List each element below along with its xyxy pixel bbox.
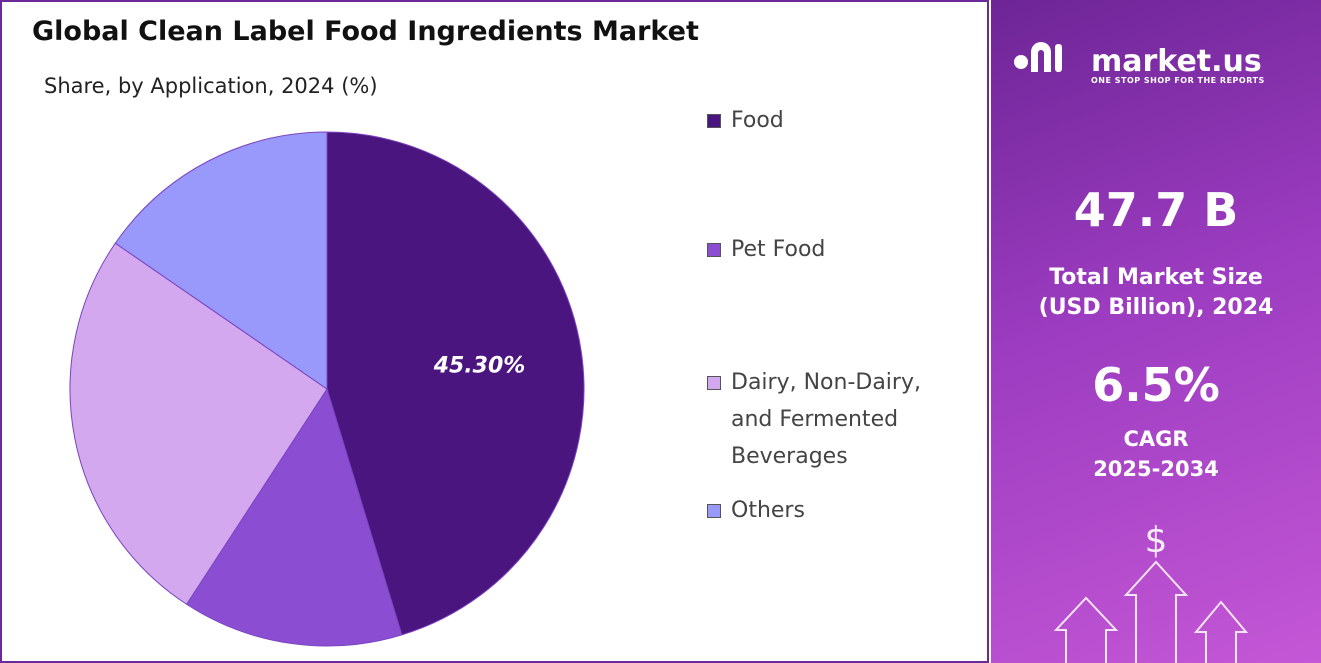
pie-slice	[185, 387, 403, 647]
legend-swatch	[707, 376, 721, 390]
market-size-label: (USD Billion), 2024	[1038, 295, 1274, 320]
legend-item: Others	[707, 492, 961, 529]
cagr-label: 2025-2034	[1093, 457, 1219, 481]
cagr: 6.5%	[1092, 358, 1220, 412]
cagr-label: CAGR	[1123, 427, 1189, 451]
legend-item: Dairy, Non-Dairy, and Fermented Beverage…	[707, 364, 961, 475]
chart-panel: Global Clean Label Food Ingredients Mark…	[0, 0, 989, 663]
decoration	[1014, 42, 1249, 663]
tagline: ONE STOP SHOP FOR THE REPORTS	[1091, 76, 1265, 85]
data-label: 45.30%	[433, 353, 526, 378]
market-size: 47.7 B	[1073, 183, 1239, 237]
arrows	[1053, 560, 1249, 663]
logo-icon	[1014, 42, 1062, 72]
legend-item: Food	[707, 102, 961, 139]
pie-slice	[326, 131, 585, 636]
legend-label: Dairy, Non-Dairy, and Fermented Beverage…	[731, 370, 921, 469]
legend-item: Pet Food	[707, 231, 961, 268]
legend-label: Food	[731, 108, 784, 133]
legend-label: Others	[731, 498, 805, 523]
pie-slice	[69, 242, 328, 605]
legend-swatch	[707, 114, 721, 128]
legend-label: Pet Food	[731, 237, 826, 262]
pie-chart: 45.30%	[69, 131, 585, 647]
legend-swatch	[707, 504, 721, 518]
summary-panel: market.us ONE STOP SHOP FOR THE REPORTS …	[991, 0, 1321, 663]
legend-swatch	[707, 243, 721, 257]
dollar-icon: $	[1144, 520, 1168, 561]
brand: market.us	[1091, 44, 1262, 79]
market-size-label: Total Market Size	[1049, 265, 1263, 290]
chart-title: Global Clean Label Food Ingredients Mark…	[32, 16, 699, 47]
chart-subtitle: Share, by Application, 2024 (%)	[44, 74, 378, 98]
pie-slice	[114, 131, 328, 390]
